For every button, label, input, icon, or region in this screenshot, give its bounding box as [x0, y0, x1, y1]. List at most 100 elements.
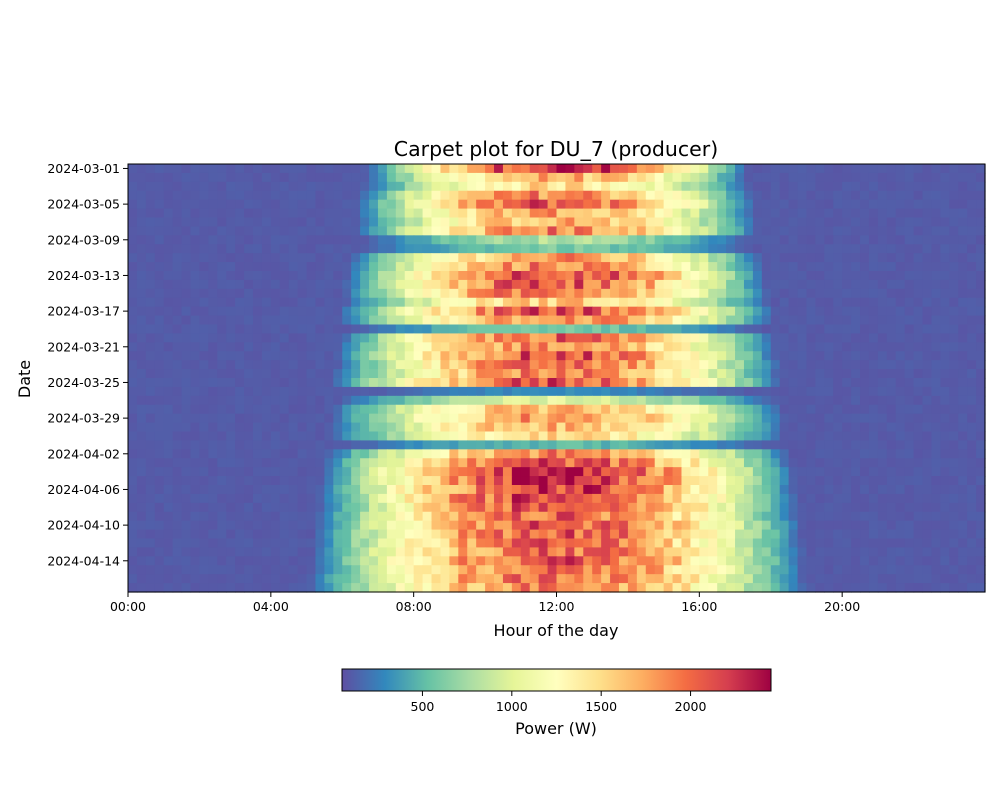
heatmap-cell [458, 279, 468, 290]
heatmap-cell [377, 431, 388, 442]
heatmap-cell [860, 164, 870, 174]
heatmap-cell [949, 476, 959, 486]
heatmap-cell [190, 235, 201, 245]
heatmap-cell [958, 333, 968, 343]
heatmap-cell [547, 413, 558, 424]
heatmap-cell [958, 511, 968, 522]
heatmap-cell [297, 395, 308, 406]
heatmap-cell [770, 306, 781, 317]
heatmap-cell [913, 208, 924, 219]
heatmap-cell [877, 297, 888, 308]
heatmap-cell [244, 235, 254, 245]
heatmap-cell [761, 208, 772, 219]
heatmap-cell [654, 164, 665, 174]
heatmap-cell [922, 395, 933, 406]
heatmap-cell [663, 297, 674, 308]
heatmap-cell [645, 449, 656, 459]
heatmap-cell [502, 253, 513, 263]
heatmap-cell [949, 529, 959, 540]
heatmap-cell [761, 226, 772, 236]
heatmap-cell [958, 404, 968, 415]
heatmap-cell [404, 493, 415, 504]
heatmap-cell [181, 297, 192, 308]
heatmap-cell [627, 342, 638, 352]
heatmap-cell [877, 476, 888, 486]
heatmap-cell [922, 262, 933, 272]
heatmap-cell [342, 369, 352, 379]
heatmap-cell [681, 574, 692, 584]
heatmap-cell [458, 360, 468, 370]
heatmap-cell [476, 574, 486, 584]
heatmap-cell [208, 378, 218, 388]
heatmap-cell [386, 315, 397, 326]
heatmap-cell [895, 556, 906, 566]
heatmap-cell [690, 413, 700, 424]
heatmap-cell [422, 395, 433, 406]
heatmap-cell [297, 297, 308, 308]
heatmap-cell [494, 271, 504, 281]
heatmap-cell [467, 413, 477, 424]
heatmap-cell [860, 262, 870, 272]
heatmap-cell [377, 279, 388, 290]
heatmap-cell [431, 199, 442, 210]
heatmap-cell [369, 529, 379, 540]
heatmap-cell [735, 226, 745, 236]
heatmap-cell [181, 360, 192, 370]
heatmap-cell [708, 386, 718, 397]
heatmap-cell [940, 574, 950, 584]
heatmap-cell [145, 574, 156, 584]
heatmap-cell [226, 369, 236, 379]
heatmap-cell [833, 386, 843, 397]
heatmap-cell [752, 493, 763, 504]
heatmap-cell [779, 485, 790, 495]
heatmap-cell [976, 172, 986, 183]
heatmap-cell [815, 502, 825, 513]
heatmap-cell [708, 547, 718, 557]
heatmap-cell [217, 413, 227, 424]
heatmap-cell [895, 413, 906, 424]
heatmap-cell [440, 467, 450, 477]
heatmap-cell [556, 360, 567, 370]
heatmap-cell [833, 244, 843, 254]
heatmap-cell [324, 476, 334, 486]
heatmap-cell [779, 431, 790, 442]
heatmap-cell [636, 306, 647, 317]
heatmap-cell [395, 395, 406, 406]
heatmap-cell [476, 297, 486, 308]
heatmap-cell [324, 547, 334, 557]
heatmap-cell [770, 511, 781, 522]
heatmap-cell [690, 199, 700, 210]
heatmap-cell [136, 333, 147, 343]
heatmap-cell [931, 386, 941, 397]
heatmap-cell [931, 351, 941, 361]
heatmap-cell [717, 306, 727, 317]
heatmap-cell [244, 529, 254, 540]
heatmap-cell [904, 476, 915, 486]
heatmap-cell [226, 440, 236, 450]
heatmap-cell [895, 190, 906, 201]
heatmap-cell [976, 502, 986, 513]
heatmap-cell [565, 190, 575, 201]
heatmap-cell [190, 538, 201, 549]
heatmap-cell [199, 324, 209, 335]
heatmap-cell [208, 190, 218, 201]
heatmap-cell [270, 199, 281, 210]
heatmap-cell [369, 181, 379, 192]
heatmap-cell [797, 306, 808, 317]
heatmap-cell [395, 511, 406, 522]
heatmap-cell [636, 333, 647, 343]
heatmap-cell [690, 351, 700, 361]
heatmap-cell [154, 556, 165, 566]
heatmap-cell [235, 244, 245, 254]
heatmap-cell [610, 529, 620, 540]
colorbar [341, 668, 772, 692]
heatmap-cell [717, 565, 727, 575]
heatmap-cell [627, 164, 638, 174]
heatmap-cell [136, 395, 147, 406]
heatmap-cell [128, 440, 138, 450]
heatmap-cell [743, 262, 754, 272]
heatmap-cell [806, 333, 816, 343]
heatmap-cell [538, 199, 549, 210]
heatmap-cell [797, 208, 808, 219]
heatmap-cell [306, 449, 317, 459]
